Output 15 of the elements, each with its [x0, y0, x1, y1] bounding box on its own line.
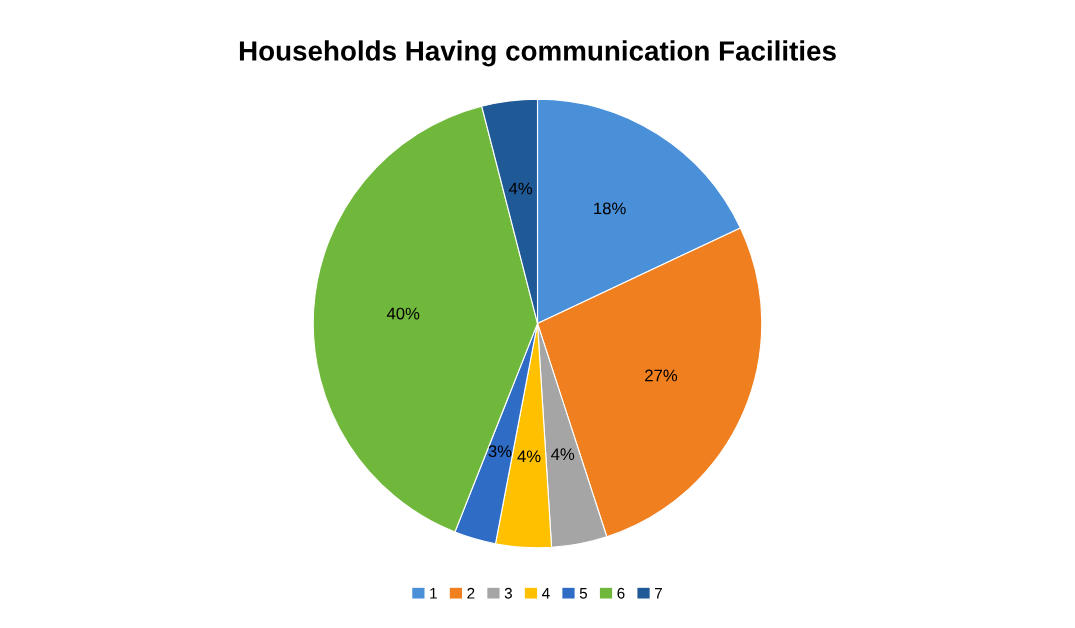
data-label: 27%	[645, 369, 678, 382]
data-label: 4%	[508, 182, 533, 195]
legend-label: 3	[504, 587, 512, 599]
legend-label: 2	[467, 587, 475, 599]
legend-label: 5	[579, 588, 588, 599]
data-label: 3%	[488, 445, 512, 458]
legend-label: 6	[617, 587, 625, 599]
legend-label: 1	[430, 588, 437, 599]
legend-label: 4	[542, 588, 550, 599]
data-label: 4%	[551, 448, 575, 461]
data-label: 18%	[594, 202, 626, 215]
chart-title: Households Having communication Facilities	[239, 40, 836, 67]
data-label: 4%	[517, 450, 541, 463]
data-label: 40%	[386, 307, 420, 320]
legend-label: 7	[655, 588, 662, 599]
